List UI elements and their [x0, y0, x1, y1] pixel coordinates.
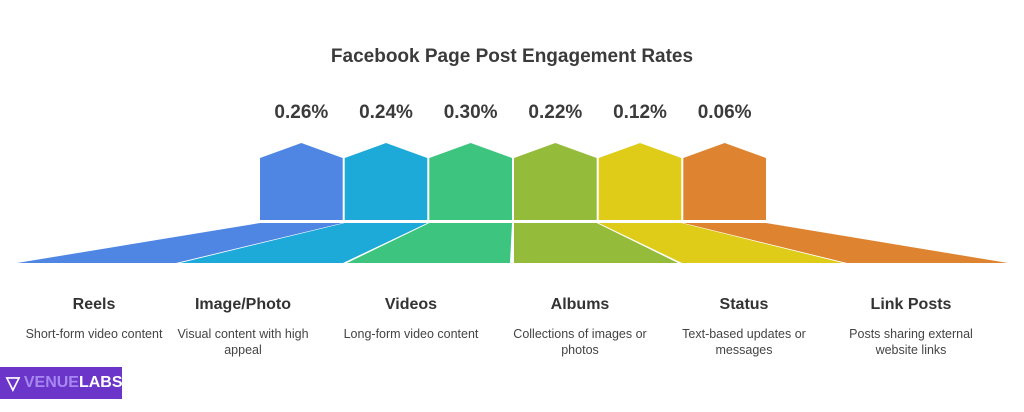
- category-label: Reels: [72, 296, 116, 313]
- category-2: Videos Long-form video content: [331, 296, 491, 342]
- bar-4: [598, 143, 682, 220]
- value-label: 0.12%: [613, 102, 667, 123]
- chart-graphic: 0.26% 0.24% 0.30% 0.22% 0.12% 0.06%: [17, 102, 1008, 263]
- category-3: Albums Collections of images or photos: [500, 296, 660, 358]
- value-label: 0.24%: [359, 102, 413, 123]
- category-description: Short-form video content: [25, 327, 163, 341]
- logo-text-labs: LABS: [78, 374, 123, 391]
- value-label: 0.30%: [444, 102, 498, 123]
- bar-3: [514, 143, 597, 220]
- category-description: Long-form video content: [343, 327, 479, 341]
- value-label: 0.22%: [528, 102, 582, 123]
- value-label: 0.26%: [274, 102, 328, 123]
- base-3: [514, 223, 678, 263]
- category-description: Posts sharing external website links: [849, 327, 973, 357]
- category-label: Albums: [550, 296, 610, 313]
- base-4: [598, 223, 843, 263]
- venuelabs-logo: ▽ VENUE LABS: [0, 367, 123, 399]
- bar-1: [344, 143, 428, 220]
- chart-title: Facebook Page Post Engagement Rates: [330, 46, 694, 67]
- bar-5: [683, 143, 766, 220]
- category-description: Collections of images or photos: [513, 327, 647, 357]
- category-label: Videos: [384, 296, 438, 313]
- logo-text-venue: VENUE: [23, 374, 79, 391]
- logo-v-icon: ▽: [6, 372, 20, 393]
- base-2: [347, 223, 512, 263]
- category-label: Status: [719, 296, 769, 313]
- category-4: Status Text-based updates or messages: [664, 296, 824, 358]
- category-description: Text-based updates or messages: [682, 327, 806, 357]
- value-label: 0.06%: [698, 102, 752, 123]
- category-1: Image/Photo Visual content with high appe…: [163, 296, 323, 358]
- category-label: Link Posts: [870, 296, 952, 313]
- category-5: Link Posts Posts sharing external website…: [831, 296, 991, 358]
- bar-2: [429, 143, 512, 220]
- base-1: [180, 223, 428, 263]
- category-label: Image/Photo: [194, 296, 291, 313]
- bar-0: [260, 143, 343, 220]
- category-description: Visual content with high appeal: [177, 327, 309, 357]
- base-0: [17, 223, 343, 263]
- base-5: [683, 223, 1008, 263]
- category-0: Reels Short-form video content: [14, 296, 174, 342]
